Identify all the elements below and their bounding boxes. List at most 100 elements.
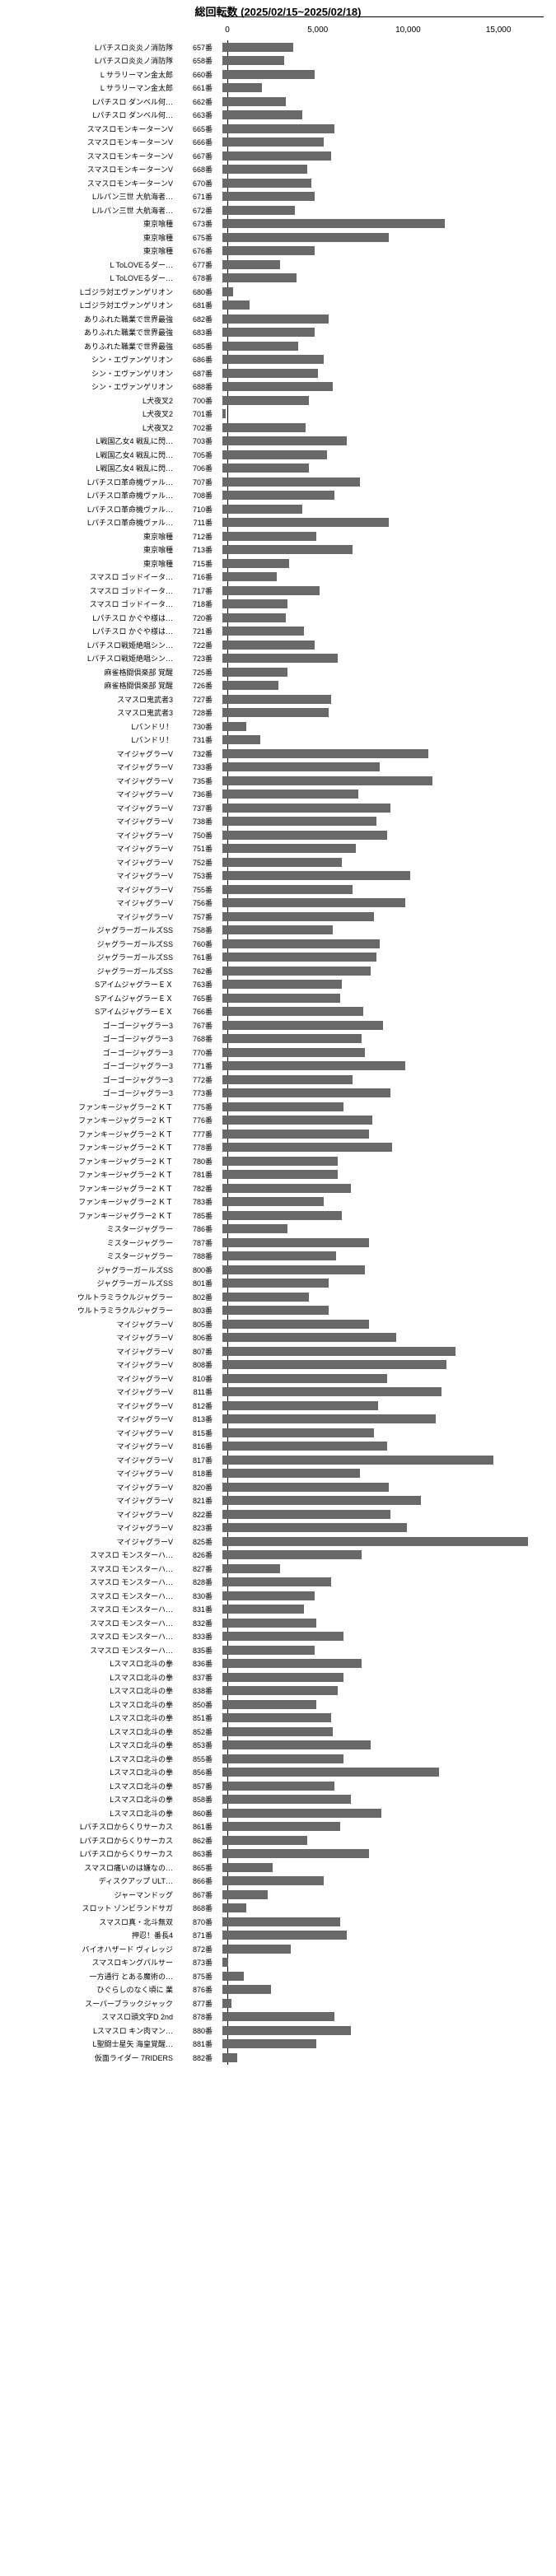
bar-wrap — [217, 939, 556, 948]
row-number: 821番 — [173, 1495, 217, 1506]
row-number: 732番 — [173, 748, 217, 759]
row-number: 685番 — [173, 341, 217, 352]
data-row: マイジャグラーV810番 — [0, 1372, 556, 1386]
row-label: ゴーゴージャグラー3 — [0, 1033, 173, 1044]
row-label: Lルパン三世 大航海者… — [0, 191, 173, 202]
bar-wrap — [217, 1496, 556, 1505]
row-label: Lパチスロ炎炎ノ消防隊 — [0, 55, 173, 66]
bar — [222, 137, 324, 147]
bar — [222, 1646, 315, 1655]
row-number: 673番 — [173, 218, 217, 229]
bar-wrap — [217, 790, 556, 799]
row-label: SアイムジャグラーＥＸ — [0, 1006, 173, 1017]
bar-wrap — [217, 722, 556, 731]
bar — [222, 1836, 307, 1845]
row-label: マイジャグラーV — [0, 1509, 173, 1520]
row-number: 771番 — [173, 1060, 217, 1071]
bar — [222, 1673, 343, 1682]
x-tick: 0 — [225, 26, 230, 35]
row-label: 麻雀格闘倶楽部 覚醒 — [0, 667, 173, 678]
bar — [222, 314, 329, 324]
row-label: マイジャグラーV — [0, 1522, 173, 1533]
data-row: 仮面ライダー 7RIDERS882番 — [0, 2051, 556, 2065]
bar-wrap — [217, 1972, 556, 1981]
bar — [222, 1184, 351, 1193]
row-label: スマスロモンキーターンV — [0, 123, 173, 134]
data-row: L ToLOVEるダー…677番 — [0, 258, 556, 272]
row-label: スマスロ モンスターハ… — [0, 1645, 173, 1656]
bar-wrap — [217, 749, 556, 758]
bar — [222, 994, 340, 1003]
data-row: スマスロ モンスターハ…835番 — [0, 1643, 556, 1657]
bar — [222, 871, 410, 880]
bar-wrap — [217, 681, 556, 690]
bar-wrap — [217, 491, 556, 500]
bar-wrap — [217, 328, 556, 337]
bar — [222, 1143, 392, 1152]
bar-wrap — [217, 436, 556, 445]
bar-wrap — [217, 1442, 556, 1451]
bar-wrap — [217, 1333, 556, 1342]
data-row: Lパチスロ戦姫絶唱シン…723番 — [0, 652, 556, 666]
row-number: 711番 — [173, 517, 217, 528]
row-number: 706番 — [173, 463, 217, 473]
bar — [222, 668, 287, 677]
data-row: シン・エヴァンゲリオン686番 — [0, 353, 556, 367]
data-row: ファンキージャグラー2 ＫＴ777番 — [0, 1127, 556, 1141]
bar-wrap — [217, 2053, 556, 2062]
row-label: ファンキージャグラー2 ＫＴ — [0, 1169, 173, 1180]
bar-wrap — [217, 545, 556, 554]
row-number: 727番 — [173, 694, 217, 705]
data-row: Lパチスロからくりサーカス861番 — [0, 1820, 556, 1834]
bar-wrap — [217, 450, 556, 459]
data-row: ウルトラミラクルジャグラー802番 — [0, 1290, 556, 1304]
row-number: 757番 — [173, 911, 217, 922]
bar-wrap — [217, 1591, 556, 1600]
row-number: 718番 — [173, 599, 217, 609]
row-label: スマスロ モンスターハ… — [0, 1591, 173, 1601]
data-row: スマスロ モンスターハ…826番 — [0, 1549, 556, 1563]
row-label: マイジャグラーV — [0, 1346, 173, 1357]
bar — [222, 1510, 390, 1519]
bar — [222, 1659, 362, 1668]
bar — [222, 654, 338, 663]
row-label: マイジャグラーV — [0, 1386, 173, 1397]
row-number: 788番 — [173, 1251, 217, 1261]
row-number: 765番 — [173, 993, 217, 1004]
bar — [222, 179, 311, 188]
bar — [222, 477, 360, 487]
bar-wrap — [217, 97, 556, 106]
row-label: 麻雀格闘倶楽部 覚醒 — [0, 680, 173, 691]
row-label: Lパチスロ戦姫絶唱シン… — [0, 653, 173, 664]
row-number: 827番 — [173, 1563, 217, 1574]
bar-wrap — [217, 1116, 556, 1125]
bar — [222, 1387, 442, 1396]
row-label: ジャグラーガールズSS — [0, 1278, 173, 1288]
chart-title: 総回転数 (2025/02/15~2025/02/18) — [0, 0, 556, 22]
bar-wrap — [217, 1632, 556, 1641]
row-number: 865番 — [173, 1862, 217, 1873]
row-number: 707番 — [173, 477, 217, 487]
bar — [222, 1469, 360, 1478]
data-row: Lバンドリ！731番 — [0, 734, 556, 748]
row-label: スマスロモンキーターンV — [0, 178, 173, 189]
row-number: 858番 — [173, 1794, 217, 1805]
bar-wrap — [217, 1876, 556, 1885]
bar — [222, 1550, 362, 1559]
bar-wrap — [217, 1945, 556, 1954]
row-label: スーパーブラックジャック — [0, 1998, 173, 2009]
bar — [222, 1591, 315, 1600]
data-row: マイジャグラーV753番 — [0, 869, 556, 883]
bar — [222, 1782, 334, 1791]
data-row: マイジャグラーV823番 — [0, 1521, 556, 1535]
row-label: シン・エヴァンゲリオン — [0, 381, 173, 392]
row-label: 東京喰種 — [0, 218, 173, 229]
bar — [222, 1197, 324, 1206]
bar-wrap — [217, 1550, 556, 1559]
bar — [222, 1374, 387, 1383]
data-row: スマスロモンキーターンV668番 — [0, 163, 556, 177]
bar — [222, 817, 376, 826]
data-row: Lスマスロ北斗の拳838番 — [0, 1684, 556, 1698]
bar — [222, 1360, 446, 1369]
row-number: 882番 — [173, 2052, 217, 2063]
